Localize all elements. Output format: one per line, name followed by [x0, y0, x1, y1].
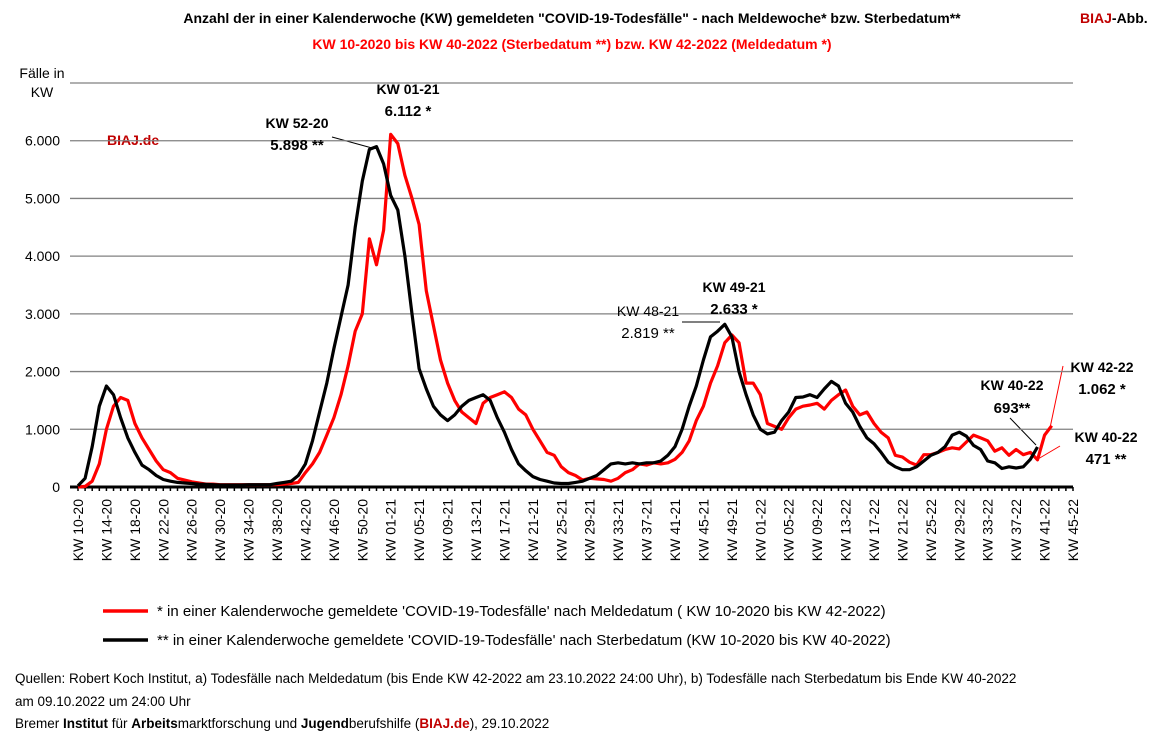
x-tick-label: KW 09-22: [809, 499, 825, 561]
credit-part: Arbeits: [131, 716, 178, 731]
x-tick-label: KW 34-20: [241, 499, 257, 561]
x-tick-label: KW 50-20: [354, 499, 370, 561]
x-tick-label: KW 10-20: [70, 499, 86, 561]
credit: Bremer Institut für Arbeitsmarktforschun…: [15, 716, 549, 731]
credit-part: berufshilfe (: [349, 716, 420, 731]
x-tick-label: KW 30-20: [212, 499, 228, 561]
source-note: am 09.10.2022 um 24:00 Uhr: [15, 694, 191, 709]
x-tick-label: KW 29-22: [951, 499, 967, 561]
x-tick-label: KW 21-22: [894, 499, 910, 561]
x-tick-label: KW 41-22: [1037, 499, 1053, 561]
x-tick-label: KW 22-20: [155, 499, 171, 561]
x-tick-label: KW 13-21: [468, 499, 484, 561]
watermark: BIAJ.de: [107, 132, 159, 148]
leader-line: [1049, 365, 1064, 429]
chart-title: Anzahl der in einer Kalenderwoche (KW) g…: [183, 10, 961, 26]
legend-label: * in einer Kalenderwoche gemeldete 'COVI…: [157, 603, 886, 620]
x-tick-label: KW 33-22: [980, 499, 996, 561]
x-tick-label: KW 14-20: [98, 499, 114, 561]
annotation-label: KW 48-21: [617, 303, 679, 319]
series-line: [76, 145, 1039, 487]
annotation-label: KW 40-22: [980, 377, 1043, 393]
annotation-value: 6.112 *: [385, 103, 432, 120]
x-tick-label: KW 26-20: [184, 499, 200, 561]
x-tick-label: KW 21-21: [525, 499, 541, 561]
y-axis-label: Fälle in: [19, 65, 64, 81]
x-tick-label: KW 17-22: [866, 499, 882, 561]
y-tick-label: 0: [52, 479, 60, 495]
legend-label: ** in einer Kalenderwoche gemeldete 'COV…: [157, 632, 891, 649]
y-tick-label: 5.000: [25, 190, 60, 206]
x-tick-label: KW 46-20: [326, 499, 342, 561]
credit-part: ), 29.10.2022: [470, 716, 550, 731]
credit-part: marktforschung und: [178, 716, 301, 731]
annotation-label: KW 01-21: [376, 81, 439, 97]
annotation-label: KW 52-20: [265, 115, 328, 131]
x-tick-label: KW 37-21: [639, 499, 655, 561]
x-tick-label: KW 29-21: [582, 499, 598, 561]
credit-part: Institut: [63, 716, 108, 731]
x-tick-label: KW 42-20: [297, 499, 313, 561]
series-line: [77, 132, 1053, 489]
leader-line: [331, 136, 373, 149]
credit-part: Bremer: [15, 716, 63, 731]
x-tick-label: KW 38-20: [269, 499, 285, 561]
y-tick-label: 2.000: [25, 364, 60, 380]
x-tick-label: KW 49-21: [724, 499, 740, 561]
annotation-value: 693**: [994, 400, 1031, 417]
x-tick-label: KW 18-20: [127, 499, 143, 561]
x-tick-label: KW 09-21: [440, 499, 456, 561]
credit-part: für: [108, 716, 131, 731]
source-note: Quellen: Robert Koch Institut, a) Todesf…: [15, 671, 1016, 686]
x-tick-label: KW 33-21: [610, 499, 626, 561]
x-tick-label: KW 45-21: [695, 499, 711, 561]
x-tick-label: KW 37-22: [1008, 499, 1024, 561]
x-tick-label: KW 25-22: [923, 499, 939, 561]
annotation-value: 5.898 **: [270, 137, 324, 154]
x-tick-label: KW 01-21: [383, 499, 399, 561]
x-tick-label: KW 01-22: [752, 499, 768, 561]
chart-subtitle: KW 10-2020 bis KW 40-2022 (Sterbedatum *…: [312, 36, 831, 52]
annotation-value: 471 **: [1086, 451, 1127, 468]
x-tick-label: KW 41-21: [667, 499, 683, 561]
annotation-value: 1.062 *: [1078, 381, 1126, 398]
y-tick-label: 3.000: [25, 306, 60, 322]
badge: BIAJ-Abb.: [1080, 10, 1148, 26]
annotation-value: 2.633 *: [710, 301, 758, 318]
badge-part: BIAJ: [1080, 10, 1112, 26]
y-tick-label: 6.000: [25, 133, 60, 149]
y-tick-label: 4.000: [25, 248, 60, 264]
x-tick-label: KW 13-22: [838, 499, 854, 561]
x-tick-label: KW 45-22: [1065, 499, 1081, 561]
x-tick-label: KW 17-21: [496, 499, 512, 561]
annotation-label: KW 49-21: [702, 279, 765, 295]
badge-part: -Abb.: [1112, 10, 1148, 26]
y-tick-label: 1.000: [25, 421, 60, 437]
x-tick-label: KW 05-22: [781, 499, 797, 561]
credit-part: BIAJ.de: [419, 716, 470, 731]
x-tick-label: KW 05-21: [411, 499, 427, 561]
annotation-value: 2.819 **: [621, 325, 675, 342]
y-axis-label: KW: [31, 84, 54, 100]
annotation-label: KW 42-22: [1070, 359, 1133, 375]
credit-part: Jugend: [301, 716, 349, 731]
leader-line: [1037, 445, 1061, 460]
x-tick-label: KW 25-21: [553, 499, 569, 561]
leader-line: [1009, 417, 1037, 446]
annotation-label: KW 40-22: [1074, 429, 1137, 445]
